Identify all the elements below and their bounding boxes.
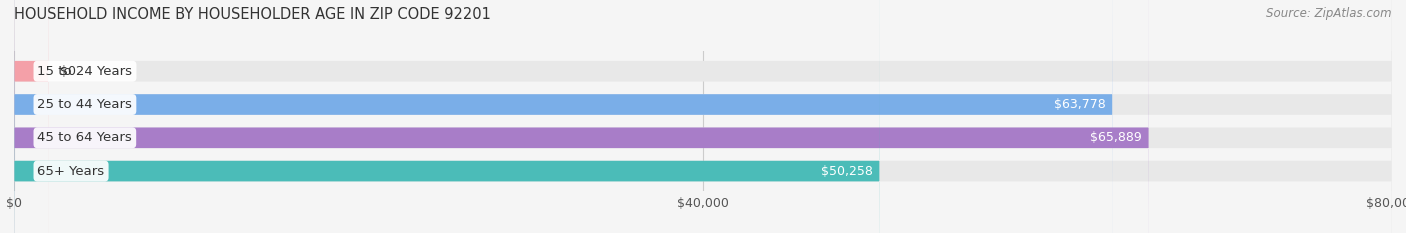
Text: 25 to 44 Years: 25 to 44 Years	[38, 98, 132, 111]
FancyBboxPatch shape	[14, 0, 1392, 233]
FancyBboxPatch shape	[14, 0, 1392, 233]
Text: $50,258: $50,258	[821, 164, 873, 178]
Text: HOUSEHOLD INCOME BY HOUSEHOLDER AGE IN ZIP CODE 92201: HOUSEHOLD INCOME BY HOUSEHOLDER AGE IN Z…	[14, 7, 491, 22]
FancyBboxPatch shape	[14, 0, 880, 233]
FancyBboxPatch shape	[14, 0, 1112, 233]
Text: Source: ZipAtlas.com: Source: ZipAtlas.com	[1267, 7, 1392, 20]
Text: $63,778: $63,778	[1054, 98, 1105, 111]
FancyBboxPatch shape	[14, 0, 48, 233]
Text: 45 to 64 Years: 45 to 64 Years	[38, 131, 132, 144]
Text: $65,889: $65,889	[1090, 131, 1142, 144]
Text: 15 to 24 Years: 15 to 24 Years	[38, 65, 132, 78]
FancyBboxPatch shape	[14, 0, 1149, 233]
FancyBboxPatch shape	[14, 0, 1392, 233]
FancyBboxPatch shape	[14, 0, 1392, 233]
Text: 65+ Years: 65+ Years	[38, 164, 104, 178]
Text: $0: $0	[59, 65, 76, 78]
